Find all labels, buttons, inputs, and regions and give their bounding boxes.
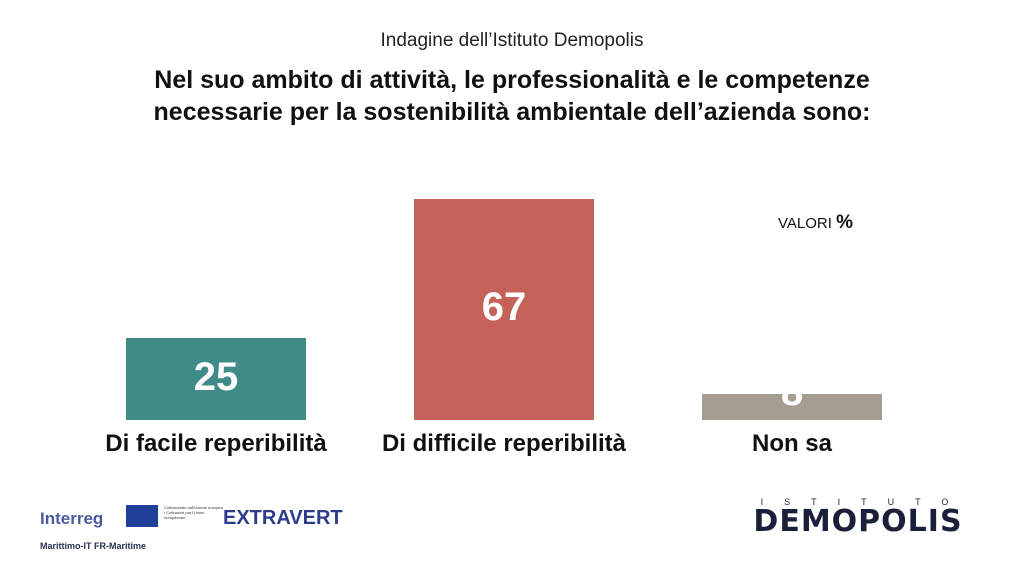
unit-label: VALORI % bbox=[778, 212, 853, 234]
title-line-1: Nel suo ambito di attività, le professio… bbox=[154, 66, 870, 94]
interreg-text: Interreg bbox=[40, 509, 104, 528]
demopolis-logo: ISTITUTO DEMOPOLIS bbox=[733, 497, 983, 537]
eu-flag-icon bbox=[126, 505, 158, 527]
unit-text: VALORI bbox=[778, 215, 832, 232]
program-name: Marittimo-IT FR-Maritime bbox=[40, 541, 147, 551]
bar bbox=[126, 337, 306, 420]
category-label: Di difficile reperibilità bbox=[381, 430, 627, 457]
data-label: 67 bbox=[481, 285, 527, 330]
category-label: Non sa bbox=[751, 430, 832, 457]
category-label: Di facile reperibilità bbox=[105, 430, 327, 457]
data-label: 8 bbox=[780, 369, 804, 414]
unit-symbol: % bbox=[836, 212, 853, 233]
chart-subtitle: Indagine dell’Istituto Demopolis bbox=[380, 30, 644, 51]
extravert-logo: EXTRAVERT bbox=[223, 507, 343, 529]
demopolis-text: DEMOPOLIS bbox=[753, 504, 963, 539]
data-label: 25 bbox=[193, 354, 239, 399]
chart-title: Nel suo ambito di attività, le professio… bbox=[0, 64, 1024, 128]
bar bbox=[702, 393, 882, 420]
title-line-2: necessarie per la sostenibilità ambienta… bbox=[153, 98, 871, 126]
bar bbox=[414, 198, 594, 420]
eu-text: Cofinanziato dall'Unione europea / Cofin… bbox=[164, 505, 223, 520]
istituto-text: ISTITUTO bbox=[760, 497, 970, 507]
